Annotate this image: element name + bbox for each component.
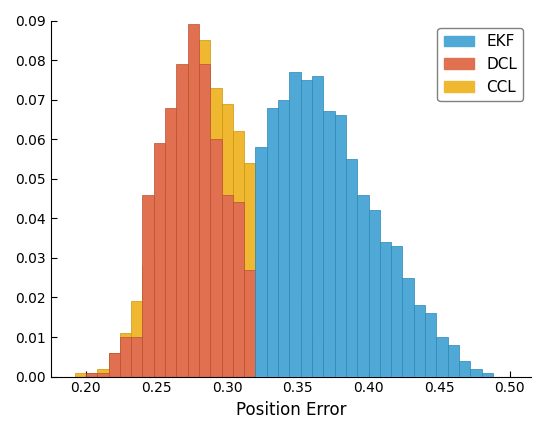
Bar: [210, 139, 222, 377]
Bar: [97, 373, 109, 377]
Bar: [346, 159, 357, 377]
Bar: [289, 72, 301, 377]
Bar: [256, 147, 267, 377]
Bar: [436, 337, 448, 377]
Bar: [289, 297, 301, 377]
Bar: [244, 163, 256, 377]
Bar: [256, 194, 267, 377]
Bar: [267, 254, 278, 377]
Bar: [97, 368, 109, 377]
Legend: EKF, DCL, CCL: EKF, DCL, CCL: [437, 28, 524, 101]
Bar: [402, 278, 414, 377]
Bar: [210, 88, 222, 377]
Bar: [86, 373, 97, 377]
Bar: [323, 112, 335, 377]
Bar: [109, 353, 120, 377]
Bar: [459, 361, 470, 377]
Bar: [244, 270, 256, 377]
Bar: [369, 210, 380, 377]
Bar: [143, 266, 154, 377]
Bar: [414, 306, 425, 377]
Bar: [267, 108, 278, 377]
Bar: [312, 349, 323, 377]
Bar: [86, 373, 97, 377]
Bar: [301, 337, 312, 377]
Bar: [278, 270, 289, 377]
Bar: [256, 368, 267, 377]
Bar: [301, 80, 312, 377]
Bar: [335, 373, 346, 377]
Bar: [357, 194, 369, 377]
Bar: [312, 76, 323, 377]
Bar: [131, 337, 143, 377]
Bar: [380, 242, 391, 377]
Bar: [199, 40, 210, 377]
Bar: [131, 301, 143, 377]
Bar: [75, 373, 86, 377]
Bar: [176, 135, 188, 377]
Bar: [199, 64, 210, 377]
Bar: [154, 254, 165, 377]
Bar: [448, 345, 459, 377]
Bar: [482, 373, 493, 377]
Bar: [233, 203, 244, 377]
Bar: [188, 24, 199, 377]
Bar: [176, 64, 188, 377]
Bar: [165, 108, 176, 377]
Bar: [222, 104, 233, 377]
Bar: [278, 100, 289, 377]
Bar: [120, 333, 131, 377]
Bar: [233, 131, 244, 377]
X-axis label: Position Error: Position Error: [235, 401, 346, 419]
Bar: [425, 313, 436, 377]
Bar: [335, 115, 346, 377]
Bar: [267, 373, 278, 377]
Bar: [222, 194, 233, 377]
Bar: [120, 337, 131, 377]
Bar: [188, 84, 199, 377]
Bar: [323, 365, 335, 377]
Bar: [470, 368, 482, 377]
Bar: [143, 194, 154, 377]
Bar: [165, 194, 176, 377]
Bar: [154, 143, 165, 377]
Bar: [391, 246, 402, 377]
Bar: [109, 353, 120, 377]
